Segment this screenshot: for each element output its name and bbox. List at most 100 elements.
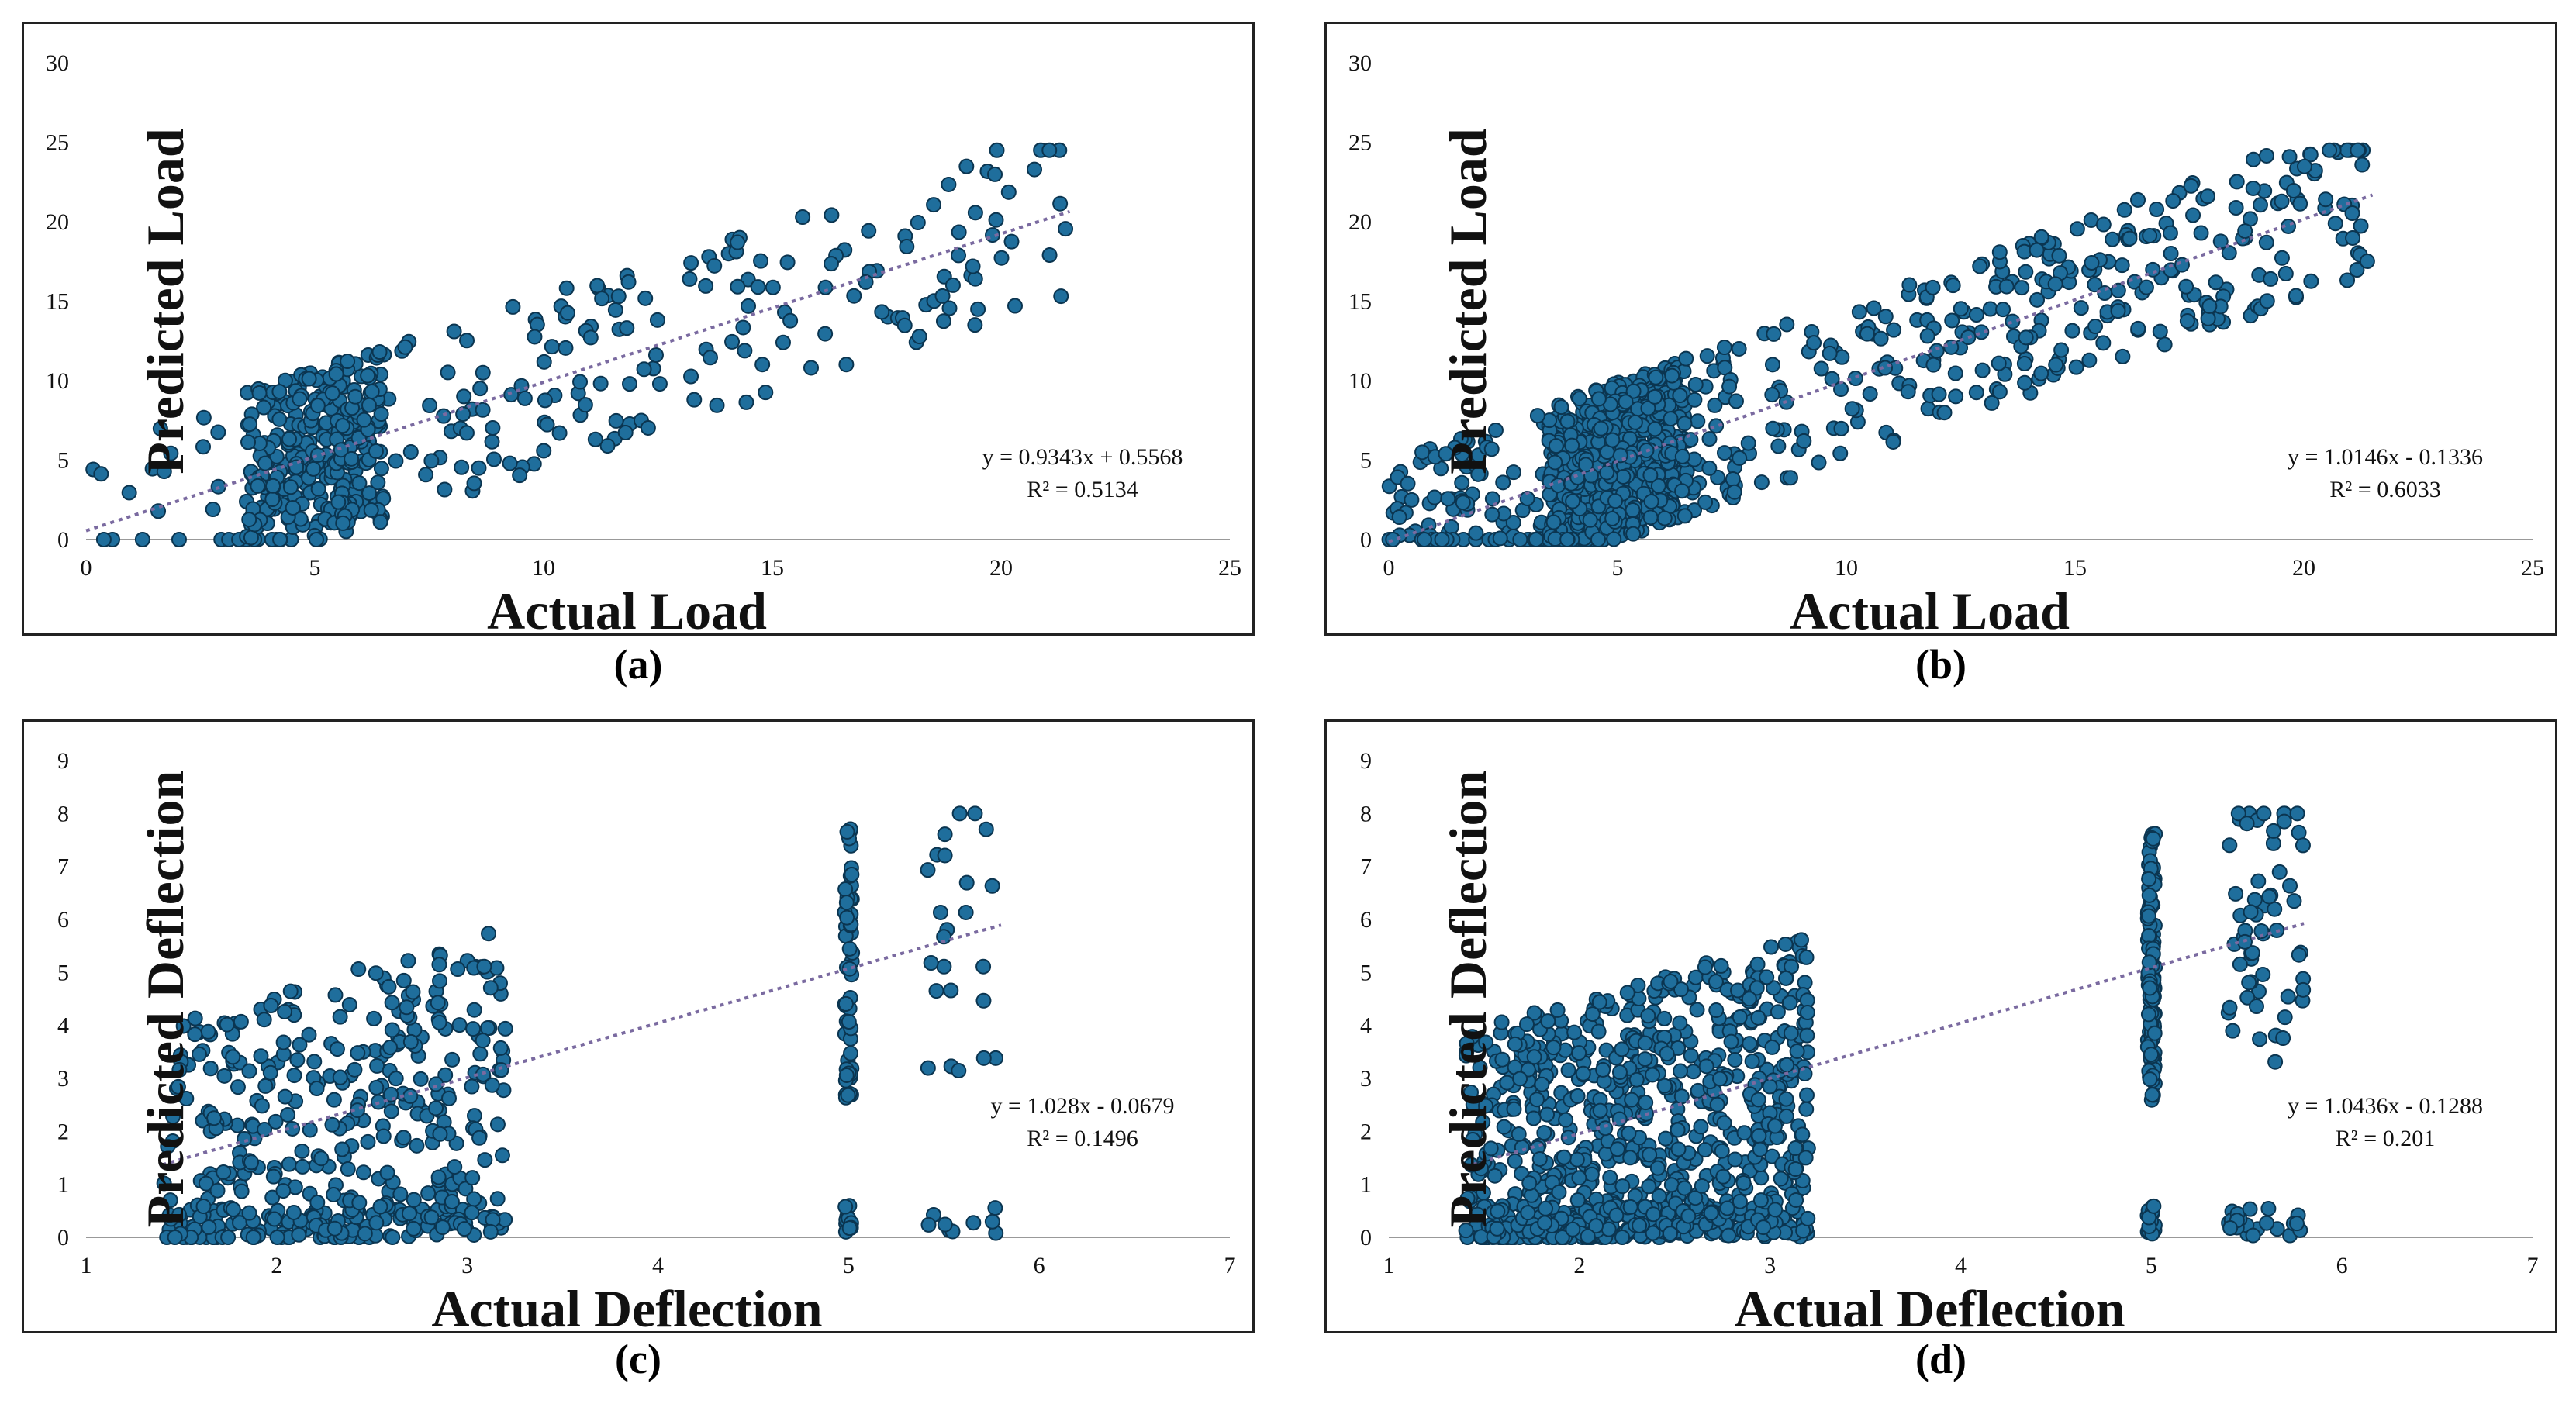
data-point xyxy=(324,1116,340,1133)
data-point xyxy=(706,257,723,274)
data-point xyxy=(758,385,774,401)
data-point xyxy=(333,442,349,458)
data-point xyxy=(330,494,347,510)
data-point xyxy=(1041,247,1058,264)
y-tick-label: 10 xyxy=(1348,368,1372,394)
data-point xyxy=(2291,824,2307,840)
data-point xyxy=(275,1183,292,1199)
data-point xyxy=(1645,1206,1662,1223)
data-point xyxy=(730,278,746,295)
data-point xyxy=(1556,1149,1572,1165)
data-point xyxy=(446,323,462,340)
data-point xyxy=(1507,1036,1523,1052)
data-point xyxy=(373,461,389,477)
data-point xyxy=(1571,1170,1587,1186)
data-point xyxy=(1721,378,1738,395)
data-point xyxy=(405,984,421,1000)
data-point xyxy=(1604,432,1621,448)
data-point xyxy=(295,1158,311,1175)
data-point xyxy=(817,326,834,342)
data-point xyxy=(364,383,380,399)
data-point xyxy=(2017,374,2033,391)
data-point xyxy=(1701,460,1718,476)
data-point xyxy=(1506,1101,1522,1117)
x-tick-label: 2 xyxy=(271,1253,282,1278)
y-tick-label: 10 xyxy=(46,368,69,394)
y-tick-label: 1 xyxy=(1360,1172,1372,1198)
r-squared-label: R² = 0.5134 xyxy=(1027,477,1138,502)
data-point xyxy=(753,253,769,269)
data-point xyxy=(1608,1207,1625,1223)
data-point xyxy=(285,1204,302,1220)
data-point xyxy=(951,805,968,822)
data-point xyxy=(1725,471,1741,488)
data-point xyxy=(2146,1198,2162,1214)
data-point xyxy=(466,475,482,492)
x-tick-label: 15 xyxy=(2063,555,2087,581)
data-point xyxy=(1622,1150,1638,1166)
data-point xyxy=(2280,988,2296,1005)
data-point xyxy=(1582,512,1598,528)
data-point xyxy=(841,1220,858,1237)
data-point xyxy=(2288,288,2304,304)
data-point xyxy=(1676,1180,1693,1196)
data-point xyxy=(738,394,754,410)
data-point xyxy=(328,366,344,382)
data-point xyxy=(292,1037,308,1053)
data-point xyxy=(1529,408,1545,424)
data-point xyxy=(1766,1118,1783,1134)
data-point xyxy=(1813,360,1829,377)
data-point xyxy=(1673,1063,1689,1079)
data-point xyxy=(1538,1200,1554,1216)
data-point xyxy=(2248,999,2264,1015)
data-point xyxy=(275,1034,292,1050)
data-point xyxy=(401,1206,417,1222)
data-point xyxy=(1505,464,1521,481)
data-point xyxy=(1591,994,1607,1010)
data-point xyxy=(965,1215,982,1231)
data-point xyxy=(171,1061,188,1078)
data-point xyxy=(1553,399,1569,416)
data-point xyxy=(2163,246,2179,262)
data-point xyxy=(310,481,326,497)
data-point xyxy=(265,1168,281,1185)
data-point xyxy=(636,361,652,378)
y-axis-title: Predicted Load xyxy=(1438,128,1497,474)
data-point xyxy=(1944,312,1960,329)
x-tick-label: 3 xyxy=(461,1253,473,1278)
data-point xyxy=(858,274,874,290)
data-point xyxy=(2200,188,2216,205)
data-point xyxy=(1732,450,1748,466)
data-point xyxy=(1588,1218,1604,1234)
data-point xyxy=(1642,1147,1658,1163)
data-point xyxy=(472,1046,489,1062)
data-point xyxy=(1659,1046,1675,1062)
data-point xyxy=(987,166,1003,182)
data-point xyxy=(475,1033,491,1049)
data-point xyxy=(967,205,983,221)
x-tick-label: 5 xyxy=(309,555,321,581)
data-point xyxy=(272,532,288,547)
trendline xyxy=(1464,922,2305,1168)
data-point xyxy=(2156,336,2173,353)
data-point xyxy=(1584,1006,1601,1023)
data-point xyxy=(1727,1052,1743,1068)
data-point xyxy=(220,1230,237,1245)
data-point xyxy=(2142,227,2158,243)
data-point xyxy=(709,397,725,413)
data-point xyxy=(1625,383,1642,399)
data-point xyxy=(1982,301,1998,317)
data-point xyxy=(1782,995,1798,1011)
data-point xyxy=(1678,350,1694,367)
data-point xyxy=(1925,279,1941,295)
data-point xyxy=(2243,904,2259,920)
data-point xyxy=(2245,1227,2261,1244)
data-point xyxy=(454,459,470,475)
data-point xyxy=(2141,887,2157,903)
data-point xyxy=(1512,532,1528,547)
data-point xyxy=(286,1068,302,1084)
data-point xyxy=(471,460,487,476)
data-point xyxy=(2245,180,2261,196)
data-point xyxy=(844,867,860,883)
data-point xyxy=(936,958,952,975)
